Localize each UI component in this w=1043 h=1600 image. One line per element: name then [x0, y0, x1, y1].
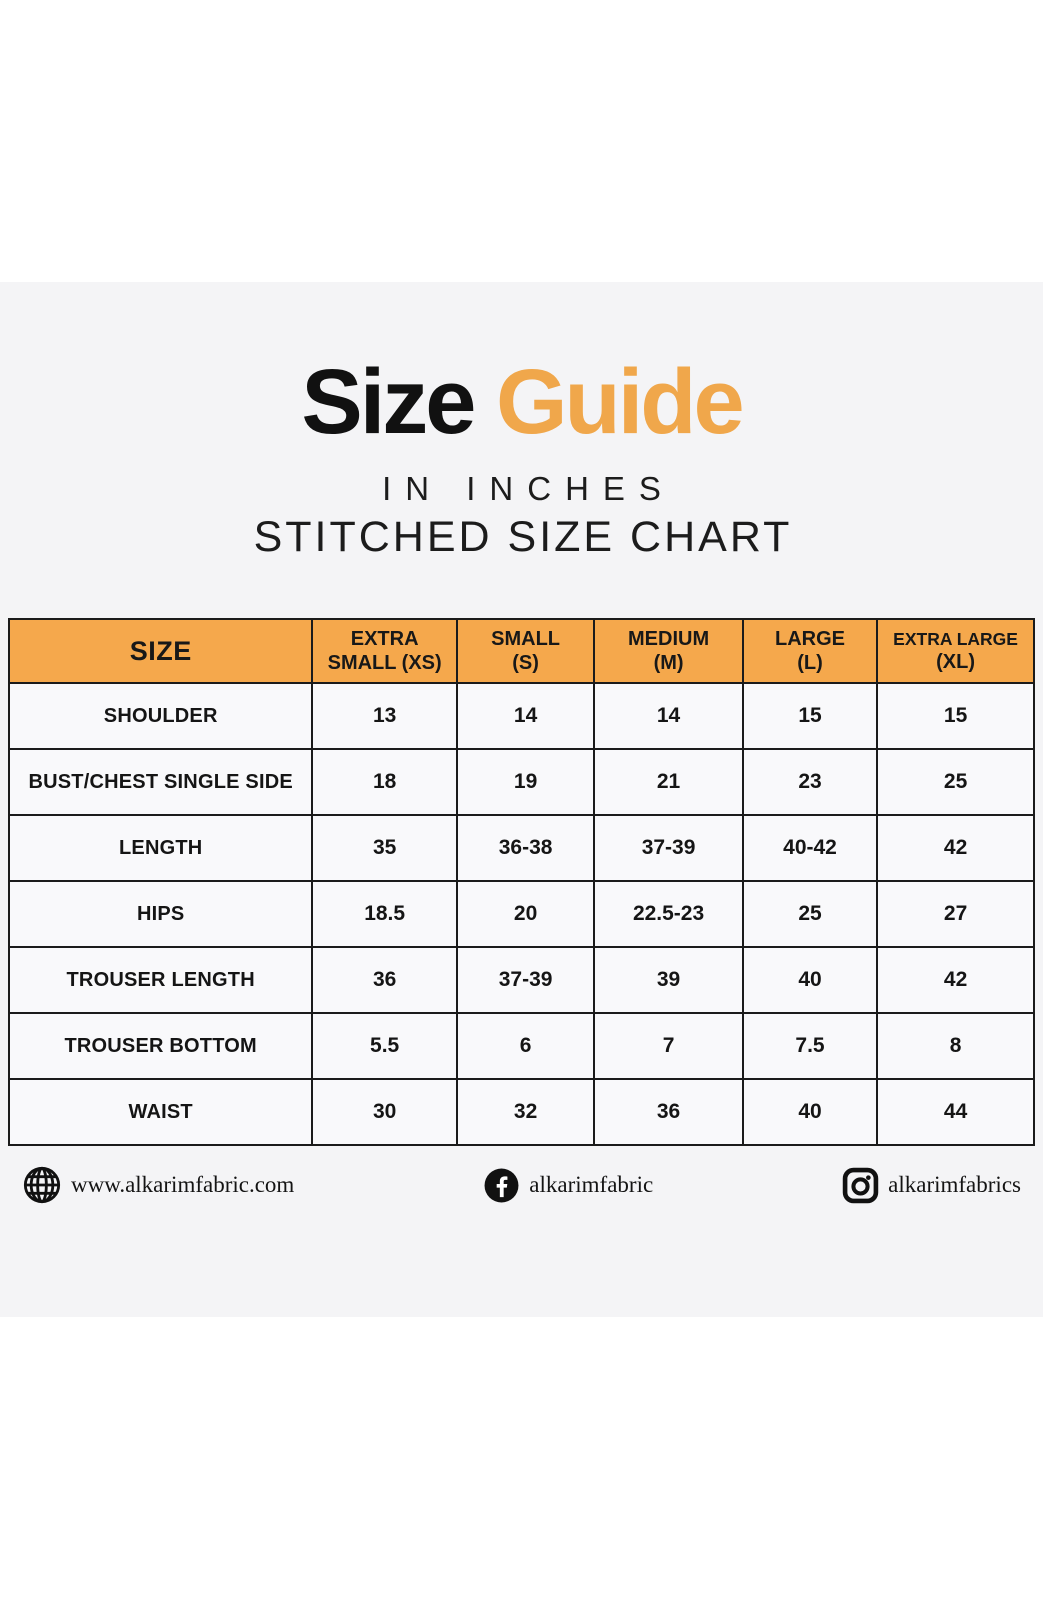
subtitle-in-inches: IN INCHES: [382, 470, 675, 507]
header-large-line2: (L): [797, 652, 823, 674]
cell-value: 42: [876, 946, 1035, 1014]
cell-value: 36: [593, 1078, 744, 1146]
instagram-icon: [842, 1167, 879, 1204]
cell-value: 32: [455, 1078, 596, 1146]
row-label: TROUSER LENGTH: [7, 946, 314, 1014]
cell-value: 21: [593, 748, 744, 816]
cell-value: 35: [311, 814, 458, 882]
size-chart-table: SIZE EXTRA SMALL (XS) SMALL (S) MEDIUM (…: [7, 618, 1035, 1146]
globe-icon: [22, 1165, 62, 1205]
table-row-trouser-bottom: TROUSER BOTTOM 5.5 6 7 7.5 8: [7, 1012, 1035, 1080]
facebook-icon: [483, 1167, 520, 1204]
footer-facebook: alkarimfabric: [483, 1167, 653, 1204]
header-medium: MEDIUM (M): [593, 618, 744, 684]
header-extra-large-line1: EXTRA LARGE: [893, 628, 1018, 649]
cell-value: 25: [876, 748, 1035, 816]
cell-value: 37-39: [593, 814, 744, 882]
cell-value: 40: [741, 946, 879, 1014]
footer-instagram: alkarimfabrics: [842, 1167, 1021, 1204]
row-label: SHOULDER: [7, 682, 314, 750]
table-row-waist: WAIST 30 32 36 40 44: [7, 1078, 1035, 1146]
cell-value: 14: [593, 682, 744, 750]
cell-value: 36: [311, 946, 458, 1014]
table-header-row: SIZE EXTRA SMALL (XS) SMALL (S) MEDIUM (…: [7, 618, 1035, 684]
footer-website-text: www.alkarimfabric.com: [71, 1172, 295, 1197]
content-band: Size Guide IN INCHES STITCHED SIZE CHART…: [0, 282, 1043, 1317]
header-medium-line1: MEDIUM: [628, 628, 710, 650]
row-label: HIPS: [7, 880, 314, 948]
cell-value: 8: [876, 1012, 1035, 1080]
cell-value: 22.5-23: [593, 880, 744, 948]
table-row-bust-chest: BUST/CHEST SINGLE SIDE 18 19 21 23 25: [7, 748, 1035, 816]
header-large-line1: LARGE: [775, 628, 845, 650]
header-medium-line2: (M): [653, 652, 684, 674]
table-row-shoulder: SHOULDER 13 14 14 15 15: [7, 682, 1035, 750]
header-extra-small-line1: EXTRA: [350, 628, 419, 650]
header-extra-large-line2: (XL): [936, 650, 976, 673]
header-small-line2: (S): [512, 652, 539, 674]
footer-website: www.alkarimfabric.com: [22, 1165, 294, 1205]
cell-value: 14: [455, 682, 596, 750]
row-label: WAIST: [7, 1078, 314, 1146]
table-row-hips: HIPS 18.5 20 22.5-23 25 27: [7, 880, 1035, 948]
cell-value: 13: [311, 682, 458, 750]
header-small: SMALL (S): [455, 618, 596, 684]
cell-value: 40: [741, 1078, 879, 1146]
cell-value: 25: [741, 880, 879, 948]
cell-value: 18.5: [311, 880, 458, 948]
header-extra-large: EXTRA LARGE (XL): [876, 618, 1035, 684]
title-word-guide: Guide: [495, 351, 745, 453]
cell-value: 27: [876, 880, 1035, 948]
cell-value: 19: [455, 748, 596, 816]
cell-value: 36-38: [455, 814, 596, 882]
cell-value: 23: [741, 748, 879, 816]
row-label: LENGTH: [7, 814, 314, 882]
cell-value: 15: [876, 682, 1035, 750]
cell-value: 44: [876, 1078, 1035, 1146]
header-extra-small: EXTRA SMALL (XS): [311, 618, 458, 684]
header-small-line1: SMALL: [491, 628, 561, 650]
table-row-trouser-length: TROUSER LENGTH 36 37-39 39 40 42: [7, 946, 1035, 1014]
header-large: LARGE (L): [741, 618, 879, 684]
cell-value: 37-39: [455, 946, 596, 1014]
cell-value: 39: [593, 946, 744, 1014]
subtitle-stitched-size-chart: STITCHED SIZE CHART: [253, 513, 793, 561]
cell-value: 5.5: [311, 1012, 458, 1080]
cell-value: 18: [311, 748, 458, 816]
footer: www.alkarimfabric.com alkarimfabric: [0, 1160, 1043, 1210]
cell-value: 15: [741, 682, 879, 750]
cell-value: 20: [455, 880, 596, 948]
footer-facebook-text: alkarimfabric: [529, 1172, 654, 1197]
header-extra-small-line2: SMALL (XS): [327, 652, 442, 674]
header-size: SIZE: [7, 618, 314, 684]
row-label: TROUSER BOTTOM: [7, 1012, 314, 1080]
cell-value: 7.5: [741, 1012, 879, 1080]
cell-value: 42: [876, 814, 1035, 882]
cell-value: 30: [311, 1078, 458, 1146]
footer-instagram-text: alkarimfabrics: [888, 1172, 1021, 1197]
table-row-length: LENGTH 35 36-38 37-39 40-42 42: [7, 814, 1035, 882]
page-title: Size Guide: [0, 356, 1043, 448]
row-label: BUST/CHEST SINGLE SIDE: [7, 748, 314, 816]
title-space: [473, 351, 496, 453]
cell-value: 6: [455, 1012, 596, 1080]
cell-value: 7: [593, 1012, 744, 1080]
cell-value: 40-42: [741, 814, 879, 882]
title-word-size: Size: [301, 351, 476, 453]
